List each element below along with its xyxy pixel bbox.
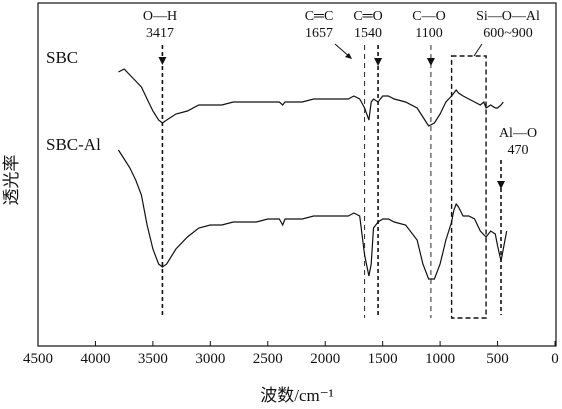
series-line-sbc: [118, 68, 504, 127]
x-tick-label: 1500: [368, 351, 398, 367]
x-tick-label: 500: [486, 351, 509, 367]
peak-wavenumber-alo: 470: [508, 143, 529, 158]
x-tick-label: 4500: [23, 351, 53, 367]
x-tick-label: 2000: [310, 351, 340, 367]
peak-markers: O—H 3417 C═C 1657 C═O 1540 C—O 1100 Si—O—Al 600~9…: [143, 9, 540, 319]
x-tick-label: 1000: [425, 351, 455, 367]
x-tick-label: 4000: [80, 351, 110, 367]
peak-wavenumber-co-single: 1100: [415, 26, 442, 41]
arrow-head-alo: [497, 181, 506, 189]
peak-wavenumber-oh: 3417: [146, 26, 174, 41]
leader-line-sioal: [473, 43, 483, 57]
plot-frame: [37, 2, 557, 347]
x-tick-label: 0: [551, 351, 559, 367]
peak-label-cc: C═C: [305, 9, 334, 24]
x-axis-title: 波数/cm⁻¹: [260, 386, 334, 405]
arrow-head-cc: [345, 53, 352, 59]
x-tick-label: 2500: [253, 351, 283, 367]
y-axis-title: 透光率: [2, 155, 21, 206]
x-tick-label: 3000: [195, 351, 225, 367]
series-label-sbc: SBC: [46, 48, 78, 67]
peak-wavenumber-cc: 1657: [305, 26, 333, 41]
peak-wavenumber-sioal: 600~900: [483, 26, 533, 41]
peak-label-oh: O—H: [143, 9, 177, 24]
spectra: [117, 68, 508, 280]
peak-label-co-double: C═O: [353, 9, 382, 24]
arrow-head-co-single: [426, 58, 435, 66]
peak-label-sioal: Si—O—Al: [476, 9, 540, 24]
peak-wavenumber-co-double: 1540: [354, 26, 382, 41]
arrow-head-co-double: [374, 58, 383, 66]
arrow-head-oh: [158, 57, 167, 65]
peak-label-alo: Al—O: [499, 126, 537, 141]
x-tick-label: 3500: [138, 351, 168, 367]
peak-label-co-single: C—O: [412, 9, 445, 24]
series-label-sbc-al: SBC-Al: [46, 135, 101, 154]
region-box-sioal: [450, 55, 487, 319]
x-axis-ticks: 4500 4000 3500 3000 2500 2000 1500 1000 500 0: [23, 341, 559, 367]
series-line-sbc-al: [117, 149, 508, 280]
